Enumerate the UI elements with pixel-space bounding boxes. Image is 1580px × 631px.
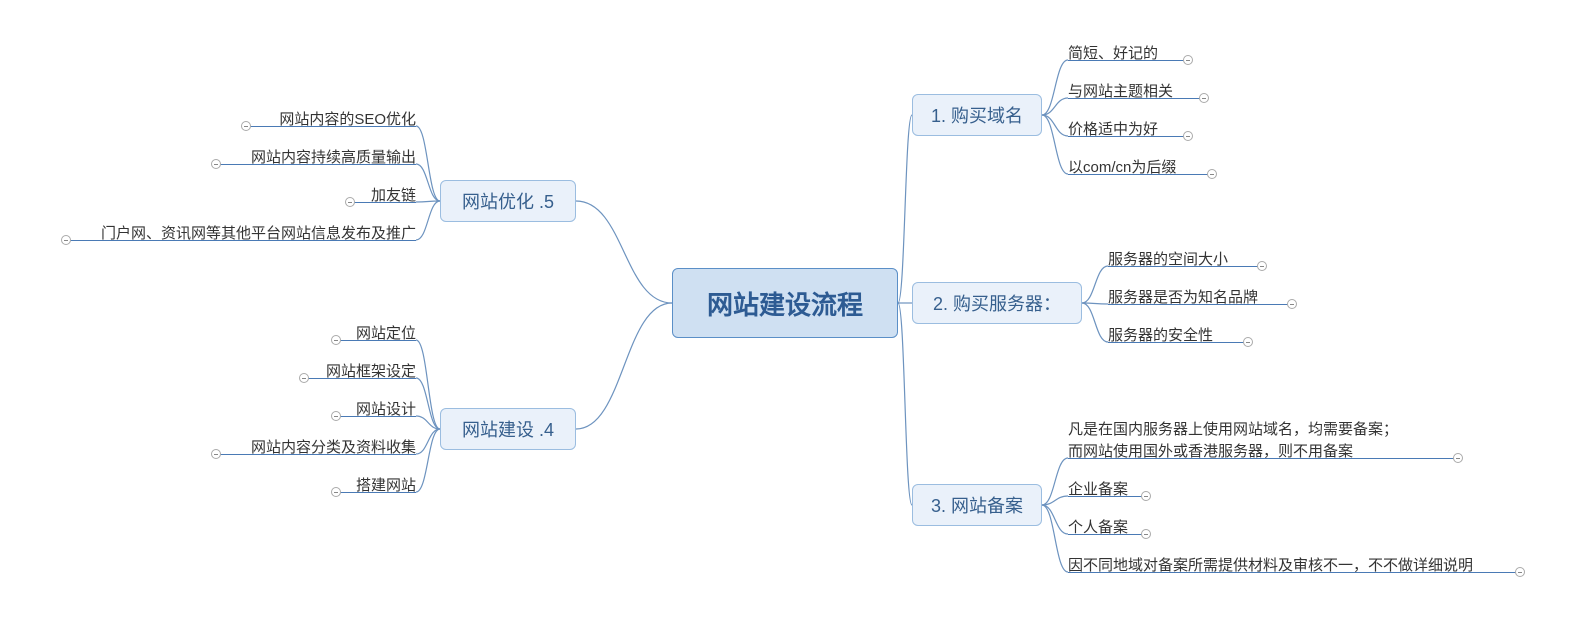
collapse-icon[interactable] (241, 121, 251, 131)
leaf-underline (354, 202, 416, 203)
leaf-underline (340, 492, 416, 493)
collapse-icon[interactable] (211, 159, 221, 169)
leaf-underline (70, 240, 416, 241)
leaf-underline (1068, 98, 1200, 99)
collapse-icon[interactable] (1199, 93, 1209, 103)
collapse-icon[interactable] (1515, 567, 1525, 577)
collapse-icon[interactable] (1183, 55, 1193, 65)
leaf-underline (1068, 572, 1516, 573)
collapse-icon[interactable] (1141, 491, 1151, 501)
branch-b1[interactable]: 1. 购买域名 (912, 94, 1042, 136)
leaf-underline (1108, 266, 1258, 267)
leaf-underline (1068, 136, 1184, 137)
collapse-icon[interactable] (331, 487, 341, 497)
branch-b3[interactable]: 3. 网站备案 (912, 484, 1042, 526)
leaf-underline (220, 164, 416, 165)
leaf-underline (340, 340, 416, 341)
collapse-icon[interactable] (1243, 337, 1253, 347)
leaf-underline (1068, 60, 1184, 61)
collapse-icon[interactable] (1453, 453, 1463, 463)
leaf-underline (1068, 534, 1142, 535)
leaf-underline (250, 126, 416, 127)
collapse-icon[interactable] (1257, 261, 1267, 271)
collapse-icon[interactable] (331, 411, 341, 421)
collapse-icon[interactable] (331, 335, 341, 345)
collapse-icon[interactable] (345, 197, 355, 207)
leaf-underline (1068, 458, 1454, 459)
collapse-icon[interactable] (299, 373, 309, 383)
branch-b5[interactable]: 网站优化 .5 (440, 180, 576, 222)
root-node[interactable]: 网站建设流程 (672, 268, 898, 338)
collapse-icon[interactable] (61, 235, 71, 245)
leaf-underline (1068, 174, 1208, 175)
collapse-icon[interactable] (1183, 131, 1193, 141)
branch-b4[interactable]: 网站建设 .4 (440, 408, 576, 450)
branch-b2[interactable]: 2. 购买服务器： (912, 282, 1082, 324)
collapse-icon[interactable] (1207, 169, 1217, 179)
collapse-icon[interactable] (1141, 529, 1151, 539)
leaf-underline (220, 454, 416, 455)
leaf-underline (1108, 342, 1244, 343)
collapse-icon[interactable] (1287, 299, 1297, 309)
leaf-underline (1108, 304, 1288, 305)
leaf: 凡是在国内服务器上使用网站域名，均需要备案； (1068, 418, 1398, 439)
leaf-underline (1068, 496, 1142, 497)
collapse-icon[interactable] (211, 449, 221, 459)
leaf-underline (308, 378, 416, 379)
leaf-underline (340, 416, 416, 417)
